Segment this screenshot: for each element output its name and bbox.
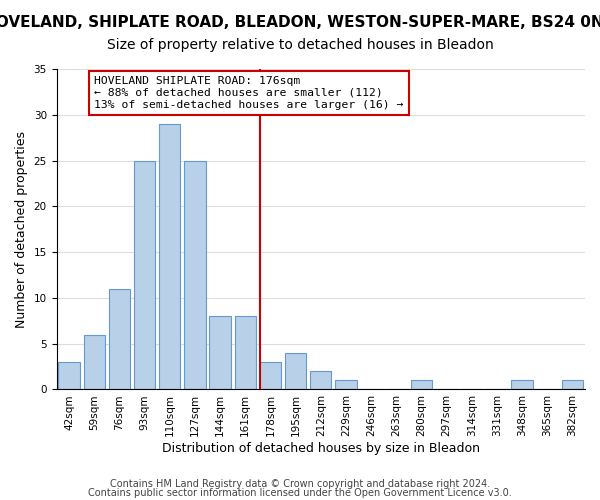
- Bar: [83, 334, 105, 390]
- Bar: [109, 288, 130, 390]
- Bar: [209, 316, 231, 390]
- Text: Contains HM Land Registry data © Crown copyright and database right 2024.: Contains HM Land Registry data © Crown c…: [110, 479, 490, 489]
- X-axis label: Distribution of detached houses by size in Bleadon: Distribution of detached houses by size …: [162, 442, 480, 455]
- Bar: [285, 353, 306, 390]
- Bar: [58, 362, 80, 390]
- Bar: [159, 124, 181, 390]
- Bar: [411, 380, 432, 390]
- Text: HOVELAND SHIPLATE ROAD: 176sqm
← 88% of detached houses are smaller (112)
13% of: HOVELAND SHIPLATE ROAD: 176sqm ← 88% of …: [94, 76, 404, 110]
- Bar: [184, 160, 206, 390]
- Bar: [310, 371, 331, 390]
- Y-axis label: Number of detached properties: Number of detached properties: [15, 130, 28, 328]
- Bar: [235, 316, 256, 390]
- Text: HOVELAND, SHIPLATE ROAD, BLEADON, WESTON-SUPER-MARE, BS24 0NG: HOVELAND, SHIPLATE ROAD, BLEADON, WESTON…: [0, 15, 600, 30]
- Bar: [511, 380, 533, 390]
- Text: Size of property relative to detached houses in Bleadon: Size of property relative to detached ho…: [107, 38, 493, 52]
- Bar: [335, 380, 356, 390]
- Bar: [562, 380, 583, 390]
- Bar: [134, 160, 155, 390]
- Text: Contains public sector information licensed under the Open Government Licence v3: Contains public sector information licen…: [88, 488, 512, 498]
- Bar: [260, 362, 281, 390]
